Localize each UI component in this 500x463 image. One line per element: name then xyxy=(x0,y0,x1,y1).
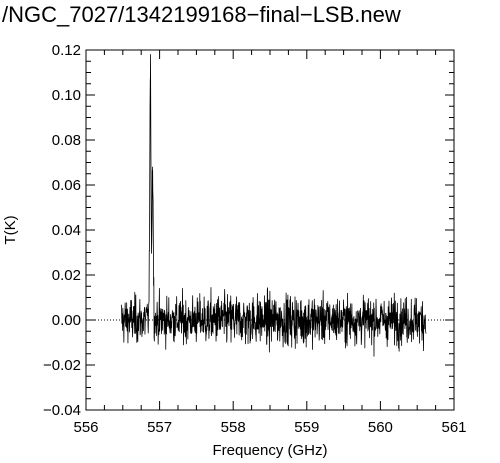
y-tick-label: −0.02 xyxy=(43,357,81,374)
spectrum-series-line xyxy=(120,54,427,357)
y-tick-label: 0.08 xyxy=(52,132,81,149)
x-tick-label: 560 xyxy=(368,419,393,436)
x-tick-label: 557 xyxy=(147,419,172,436)
x-tick-label: 558 xyxy=(221,419,246,436)
y-tick-label: 0.06 xyxy=(52,177,81,194)
y-tick-label: 0.10 xyxy=(52,87,81,104)
y-tick-label: 0.12 xyxy=(52,42,81,59)
y-tick-label: 0.02 xyxy=(52,267,81,284)
y-axis-label: T(K) xyxy=(2,215,19,244)
x-axis-ticks: 556 557 558 559 560 561 xyxy=(73,50,467,436)
y-tick-label: −0.04 xyxy=(43,402,81,419)
x-axis-label: Frequency (GHz) xyxy=(212,442,327,459)
x-tick-label: 556 xyxy=(73,419,98,436)
y-tick-label: 0.04 xyxy=(52,222,81,239)
y-axis-ticks: −0.04 −0.02 0.00 0.02 0.04 0.06 0.08 0.10 0.12 xyxy=(43,42,454,419)
chart-title: /NGC_7027/1342199168−final−LSB.new xyxy=(2,2,401,27)
y-tick-label: 0.00 xyxy=(52,312,81,329)
plot-frame xyxy=(85,49,455,411)
x-tick-label: 559 xyxy=(294,419,319,436)
x-tick-label: 561 xyxy=(441,419,466,436)
